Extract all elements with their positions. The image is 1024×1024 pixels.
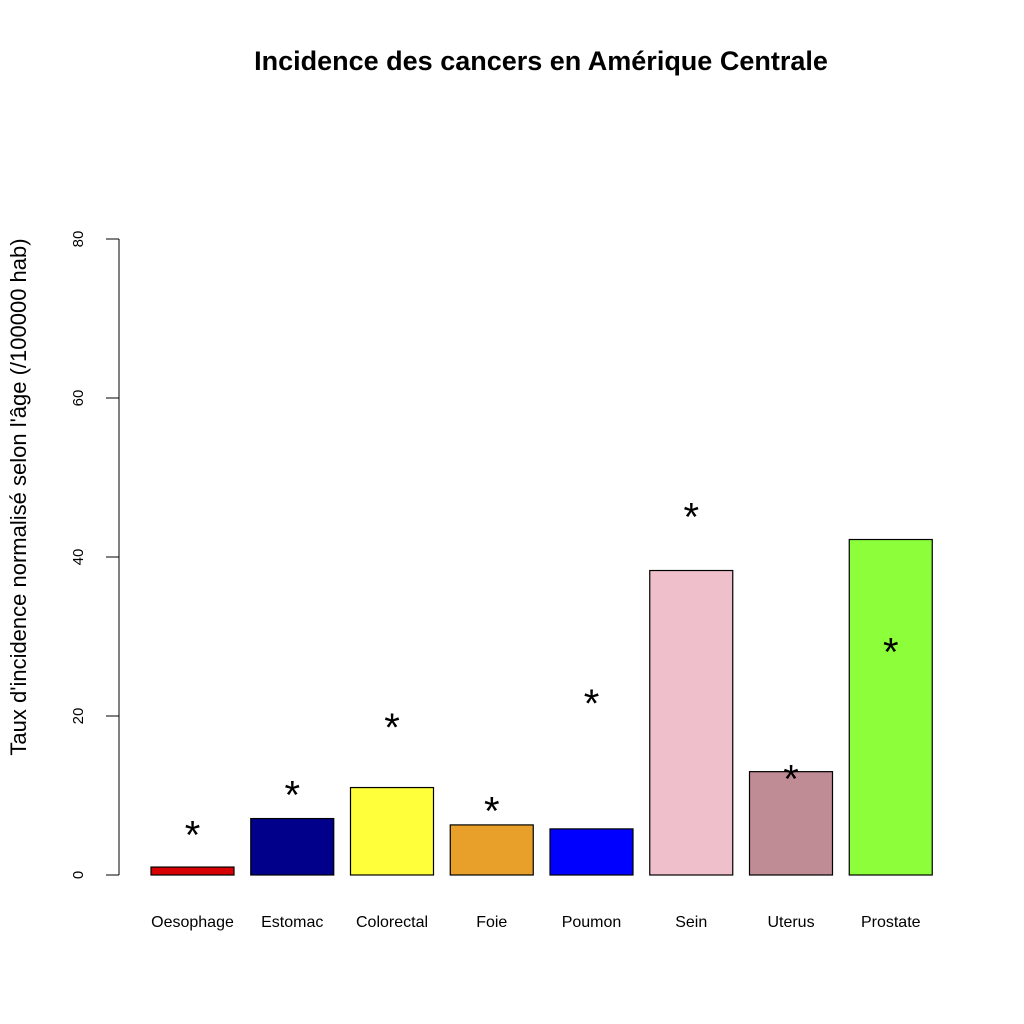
- bars: [150, 538, 933, 876]
- y-axis: 0 20 40 60 80: [70, 231, 120, 879]
- marker-sein: *: [683, 495, 699, 539]
- marker-estomac: *: [284, 774, 300, 818]
- y-tick-label: 40: [70, 549, 87, 566]
- x-tick-label: Colorectal: [356, 914, 428, 931]
- y-tick-label: 20: [70, 708, 87, 725]
- y-tick-label: 60: [70, 390, 87, 407]
- marker-uterus: *: [783, 758, 799, 802]
- x-axis-labels: Oesophage Estomac Colorectal Foie Poumon Sein…: [151, 914, 921, 931]
- marker-oesophage: *: [185, 813, 201, 857]
- x-tick-label: Prostate: [861, 914, 921, 931]
- bar-poumon: [549, 828, 634, 876]
- x-tick-label: Oesophage: [151, 914, 234, 931]
- x-tick-label: Estomac: [261, 914, 323, 931]
- markers: * * * * * * * *: [185, 495, 899, 857]
- x-tick-label: Sein: [675, 914, 707, 931]
- bar-prostate: [848, 538, 933, 876]
- marker-colorectal: *: [384, 706, 400, 750]
- chart-title: Incidence des cancers en Amérique Centra…: [254, 46, 828, 76]
- y-tick-label: 80: [70, 231, 87, 248]
- marker-poumon: *: [584, 682, 600, 726]
- bar-uterus: [748, 771, 834, 876]
- bar-estomac: [250, 817, 335, 876]
- y-tick-label: 0: [70, 871, 87, 879]
- bar-foie: [449, 824, 534, 876]
- bar-oesophage: [150, 866, 235, 876]
- x-tick-label: Foie: [476, 914, 507, 931]
- marker-prostate: *: [883, 630, 899, 674]
- y-axis-label: Taux d'incidence normalisé selon l'âge (…: [6, 238, 31, 755]
- x-tick-label: Uterus: [767, 914, 814, 931]
- bar-sein: [649, 569, 734, 876]
- marker-foie: *: [484, 789, 500, 833]
- x-tick-label: Poumon: [562, 914, 622, 931]
- bar-colorectal: [349, 786, 435, 876]
